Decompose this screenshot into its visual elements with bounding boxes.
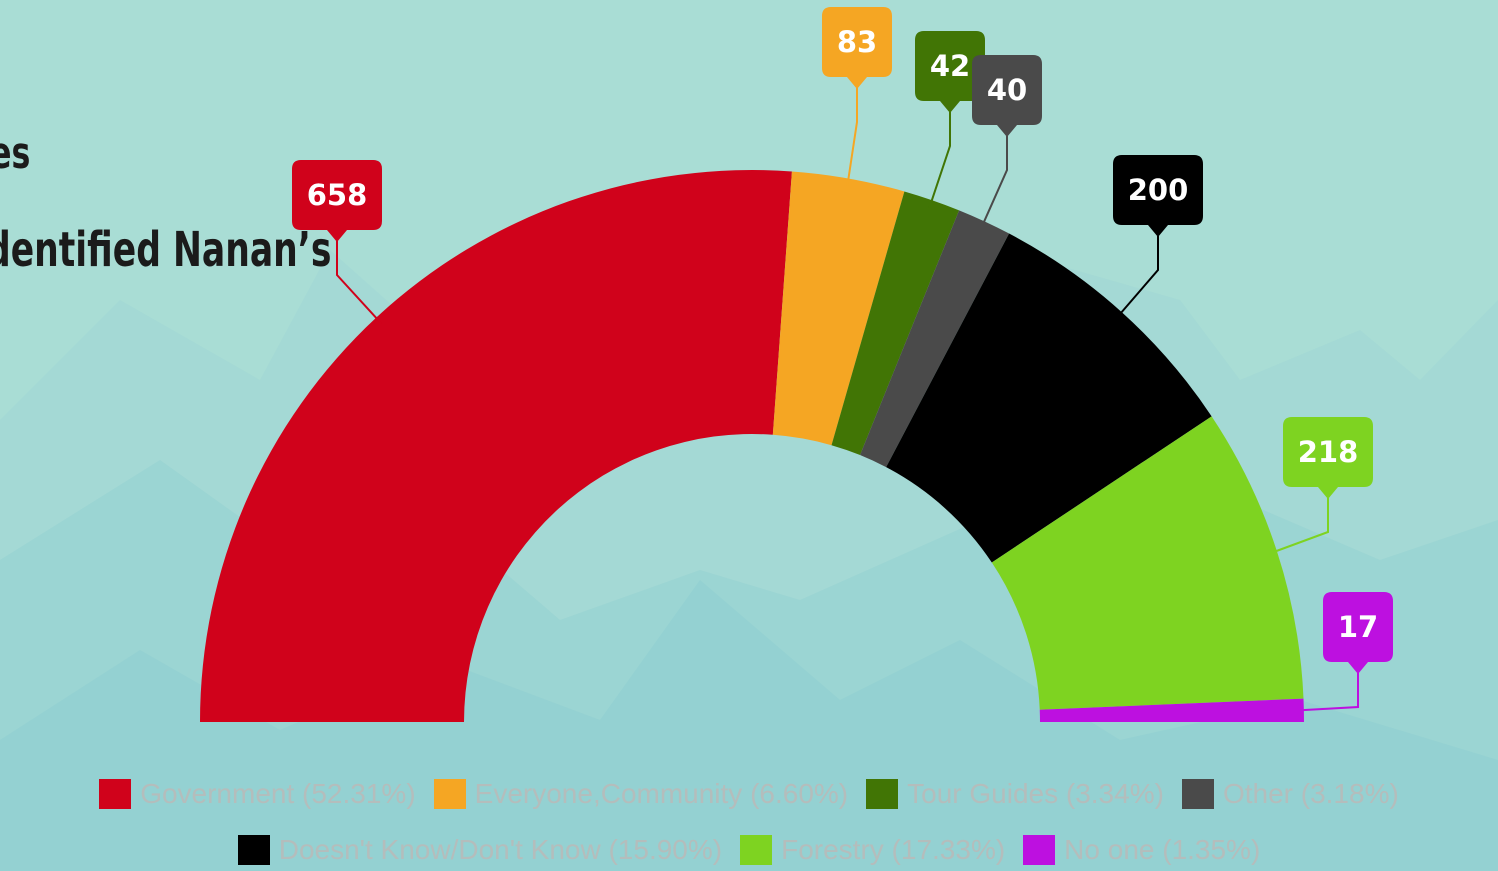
slice-tour-guides[interactable]	[831, 191, 960, 456]
title-fragment-2: dentified Nanan’s	[0, 222, 332, 278]
legend-item-tour-guides[interactable]: Tour Guides (3.34%)	[866, 778, 1164, 810]
legend-item-forestry[interactable]: Forestry (17.33%)	[740, 834, 1005, 866]
legend-label: Forestry (17.33%)	[781, 834, 1006, 865]
data-label-text: 83	[837, 25, 877, 59]
legend-swatch	[1181, 779, 1214, 809]
legend-item-everyone-community[interactable]: Everyone,Community (6.60%)	[433, 778, 849, 810]
legend-label: Other (3.18%)	[1222, 778, 1399, 809]
legend-row-2: Doesn't Know/Don't Know (15.90%) Forestry…	[0, 834, 1498, 866]
legend-item-other[interactable]: Other (3.18%)	[1181, 778, 1399, 810]
slice-other[interactable]	[860, 210, 1010, 468]
data-label-everyone-community: 83	[822, 7, 892, 187]
legend-row-1: Government (52.31%) Everyone,Community (6…	[0, 778, 1498, 810]
legend-label: Everyone,Community (6.60%)	[474, 778, 849, 809]
data-label-other: 40	[972, 55, 1042, 229]
legend-label: Government (52.31%)	[140, 778, 416, 809]
legend-label: No one (1.35%)	[1064, 834, 1261, 865]
legend-label: Tour Guides (3.34%)	[907, 778, 1164, 809]
legend-item-government[interactable]: Government (52.31%)	[99, 778, 416, 810]
legend-swatch	[866, 779, 899, 809]
slice-everyone-community[interactable]	[772, 171, 905, 446]
slice-doesn-t-know-don-t-know[interactable]	[886, 233, 1212, 563]
data-label-text: 42	[930, 49, 970, 83]
data-label-forestry: 218	[1268, 417, 1373, 555]
legend-item-doesn-t-know-don-t-know[interactable]: Doesn't Know/Don't Know (15.90%)	[237, 834, 723, 866]
slice-no-one[interactable]	[1039, 698, 1304, 722]
data-label-text: 658	[307, 178, 368, 212]
legend-swatch	[1023, 835, 1056, 865]
data-label-government: 658	[292, 160, 383, 325]
data-label-no-one: 17	[1295, 592, 1393, 712]
legend-swatch	[99, 779, 132, 809]
legend-label: Doesn't Know/Don't Know (15.90%)	[278, 834, 723, 865]
data-label-doesn-t-know-don-t-know: 200	[1113, 155, 1203, 319]
data-label-text: 40	[987, 73, 1027, 107]
data-label-tour-guides: 42	[915, 31, 985, 209]
slice-forestry[interactable]	[991, 416, 1304, 710]
title-fragment-1: es	[0, 128, 31, 179]
data-label-text: 200	[1128, 173, 1189, 207]
legend-swatch	[740, 835, 773, 865]
data-label-text: 17	[1338, 610, 1378, 644]
legend-swatch	[433, 779, 466, 809]
legend-swatch	[237, 835, 270, 865]
slice-government[interactable]	[200, 170, 792, 722]
legend-item-no-one[interactable]: No one (1.35%)	[1023, 834, 1260, 866]
data-label-text: 218	[1298, 435, 1359, 469]
